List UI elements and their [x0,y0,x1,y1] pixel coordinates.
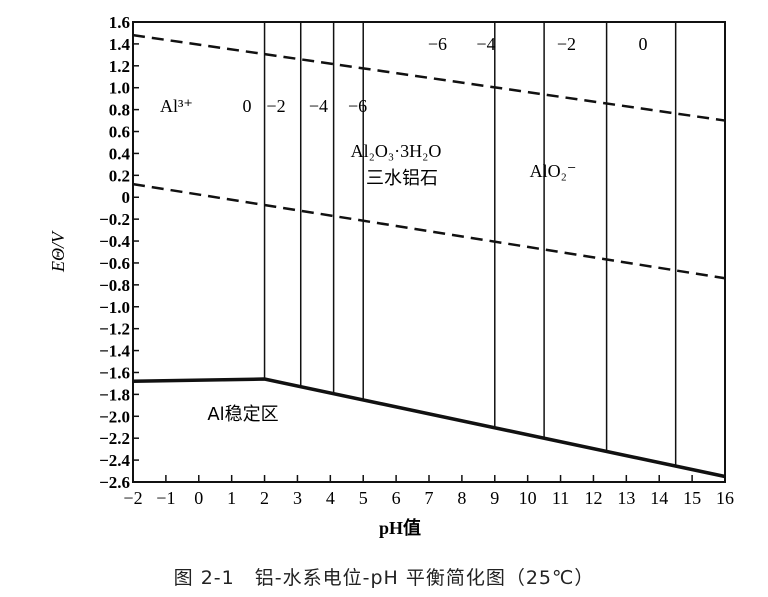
y-tick-label: 0.4 [109,144,131,163]
annotation-c-right-m6: −6 [428,34,447,54]
y-tick-label: 0 [122,188,131,207]
y-tick-label: −2.4 [99,451,130,470]
x-tick-label: 3 [293,488,302,508]
x-tick-label: 16 [716,488,734,508]
x-tick-label: 5 [359,488,368,508]
x-tick-label: −2 [123,488,142,508]
y-tick-label: −1.0 [99,298,130,317]
x-tick-label: 0 [194,488,203,508]
x-tick-label: 12 [584,488,602,508]
x-tick-label: 2 [260,488,269,508]
x-tick-label: −1 [156,488,175,508]
annotation-aluminate: AlO₂⁻ [530,161,577,181]
y-tick-label: −0.8 [99,276,130,295]
annotation-al-stable: Al稳定区 [207,404,278,425]
y-tick-label: −0.6 [99,254,130,273]
y-tick-label: 1.4 [109,35,131,54]
y-tick-label: 1.0 [109,79,130,98]
x-tick-label: 9 [490,488,499,508]
annotation-al3: Al³⁺ [160,96,193,116]
x-axis-label: pH值 [379,517,421,538]
y-tick-label: −0.4 [99,232,130,251]
y-tick-label: −1.6 [99,363,130,382]
al-equilibrium-line [132,377,726,479]
y-tick-label: −1.8 [99,385,130,404]
y-axis-label: EΘ/V [48,230,68,273]
x-tick-label: 13 [617,488,635,508]
y-tick-label: −2.2 [99,429,130,448]
annotation-c-left-m4: −4 [309,96,328,116]
y-tick-label: 1.6 [109,13,130,32]
water-stability-line [132,33,726,122]
annotation-gibbsite-name: 三水铝石 [366,168,438,189]
annotation-c-left-0: 0 [243,96,252,116]
annotation-c-right-0: 0 [639,34,648,54]
y-tick-label: 1.2 [109,57,130,76]
x-tick-label: 8 [457,488,466,508]
x-tick-label: 14 [650,488,668,508]
y-tick-label: −2.0 [99,407,130,426]
x-tick-label: 4 [326,488,335,508]
y-tick-label: 0.6 [109,123,130,142]
y-tick-label: 0.2 [109,166,130,185]
y-tick-label: −1.2 [99,320,130,339]
annotation-gibbsite-formula: Al₂O₃·3H₂O [351,141,442,161]
y-tick-label: 0.8 [109,101,130,120]
x-tick-label: 10 [519,488,537,508]
annotation-c-right-m2: −2 [557,34,576,54]
y-tick-label: −1.4 [99,342,130,361]
y-tick-label: −2.6 [99,473,130,492]
y-tick-label: −0.2 [99,210,130,229]
annotation-c-left-m6: −6 [348,96,367,116]
annotation-c-left-m2: −2 [266,96,285,116]
x-tick-label: 1 [227,488,236,508]
annotation-c-right-m4: −4 [476,34,495,54]
figure-caption: 图 2-1 铝-水系电位-pH 平衡简化图（25℃） [173,567,595,589]
x-tick-label: 15 [683,488,701,508]
water-stability-line [132,182,726,280]
x-tick-label: 7 [425,488,434,508]
x-tick-label: 6 [392,488,401,508]
x-tick-label: 11 [552,488,569,508]
